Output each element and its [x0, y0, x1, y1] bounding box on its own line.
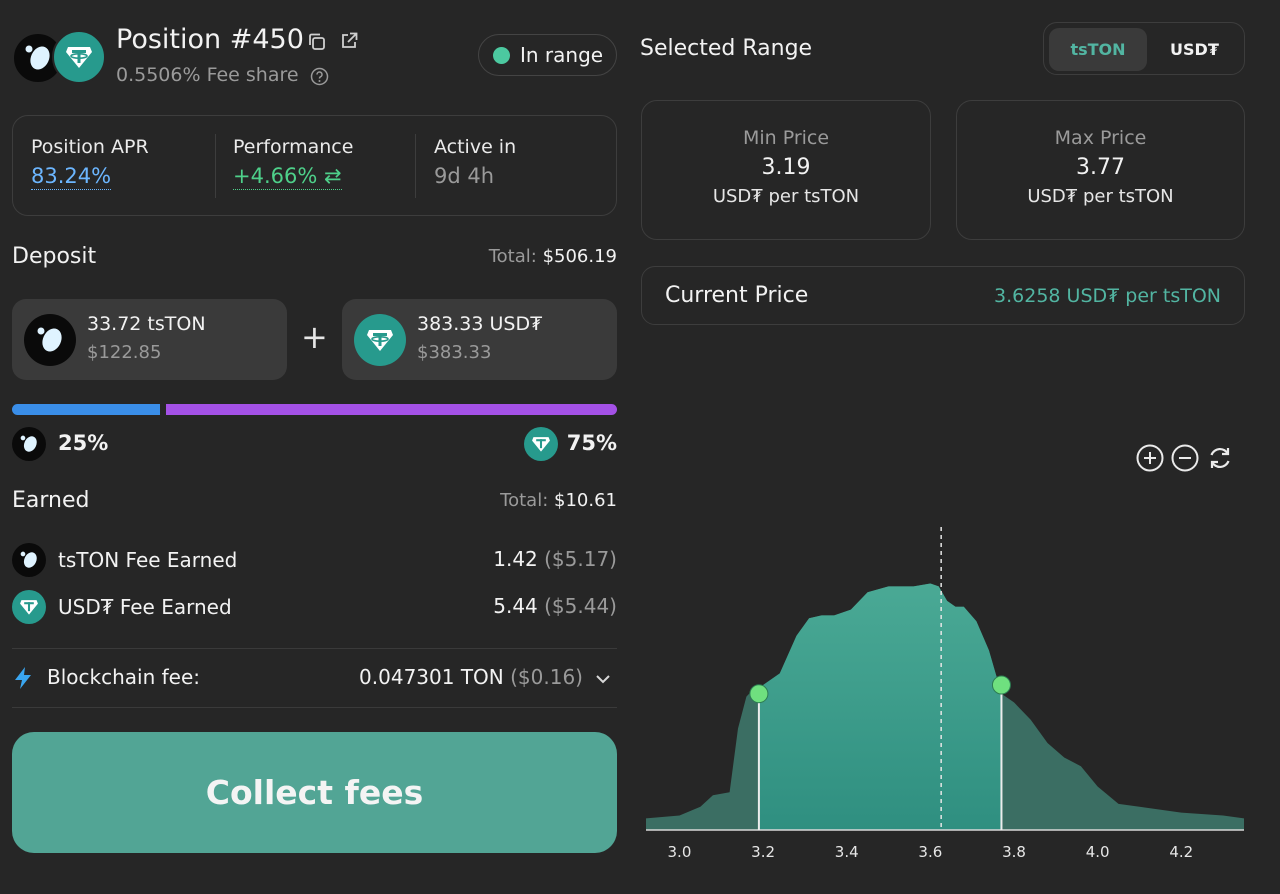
selected-range-title: Selected Range [640, 36, 813, 61]
earned-row-label: tsTON Fee Earned [58, 548, 238, 572]
position-stats-card: Position APR 83.24% Performance +4.66% ⇄… [12, 115, 617, 216]
earned-row-value: 1.42 ($5.17) [493, 547, 617, 571]
stat-label: Active in [434, 136, 517, 158]
fee-amount: 0.047301 TON [359, 665, 504, 689]
chevron-down-icon[interactable] [593, 669, 613, 689]
x-tick-label: 3.8 [1002, 843, 1026, 861]
external-link-icon[interactable] [338, 30, 360, 52]
max-price-label: Max Price [1054, 127, 1147, 149]
deposit-asset-tston: 33.72 tsTON $122.85 [12, 299, 287, 380]
lightning-icon [12, 666, 34, 690]
stat-divider [415, 134, 416, 198]
x-tick-label: 4.2 [1169, 843, 1193, 861]
stat-label: Performance [233, 136, 354, 158]
asset-amount: 33.72 tsTON [87, 313, 206, 335]
x-tick-label: 3.2 [751, 843, 775, 861]
earned-row-label: USD₮ Fee Earned [58, 595, 232, 619]
x-axis-ticks: 3.0 3.2 3.4 3.6 3.8 4.0 4.2 [668, 843, 1194, 861]
usdt-icon [524, 427, 558, 461]
max-price-unit: USD₮ per tsTON [1027, 186, 1174, 207]
max-price-value: 3.77 [1076, 155, 1125, 180]
divider [12, 648, 617, 649]
x-tick-label: 3.4 [835, 843, 859, 861]
status-text: In range [520, 43, 604, 67]
deposit-total-label: Total: [488, 246, 537, 267]
blockchain-fee-label: Blockchain fee: [47, 665, 200, 689]
earned-usd: ($5.17) [544, 547, 617, 571]
usdt-icon [12, 590, 46, 624]
price-unit-toggle: tsTON USD₮ [1043, 22, 1245, 75]
tston-icon [12, 427, 46, 461]
asset-amount: 383.33 USD₮ [417, 313, 543, 335]
plus-sign: + [301, 318, 328, 356]
ratio-bar-tston [12, 404, 160, 415]
earned-amount: 1.42 [493, 547, 538, 571]
ratio-usdt-pct: 75% [566, 431, 617, 455]
tston-icon [24, 314, 76, 366]
max-range-handle[interactable] [991, 675, 1011, 695]
toggle-tston[interactable]: tsTON [1049, 28, 1147, 71]
current-price-card: Current Price 3.6258 USD₮ per tsTON [641, 266, 1245, 325]
stat-performance: Performance +4.66% ⇄ [233, 136, 353, 190]
zoom-out-icon[interactable] [1171, 444, 1199, 472]
position-title: Position #450 [116, 24, 304, 55]
x-tick-label: 4.0 [1086, 843, 1110, 861]
blockchain-fee-value: 0.047301 TON ($0.16) [359, 665, 583, 689]
performance-value[interactable]: +4.66% ⇄ [233, 164, 342, 190]
deposit-asset-usdt: 383.33 USD₮ $383.33 [342, 299, 617, 380]
min-range-handle[interactable] [749, 684, 769, 704]
earned-usd: ($5.44) [544, 594, 617, 618]
tston-icon [12, 543, 46, 577]
reset-icon[interactable] [1206, 444, 1234, 472]
x-tick-label: 3.6 [918, 843, 942, 861]
deposit-total-value: $506.19 [542, 246, 617, 267]
fee-usd: ($0.16) [510, 665, 583, 689]
toggle-usdt[interactable]: USD₮ [1148, 28, 1241, 71]
range-status-badge: In range [478, 34, 617, 76]
collect-fees-button[interactable]: Collect fees [12, 732, 617, 853]
earned-total-label: Total: [500, 490, 549, 511]
zoom-in-icon[interactable] [1136, 444, 1164, 472]
ratio-bar-usdt [166, 404, 617, 415]
liquidity-chart[interactable]: 3.0 3.2 3.4 3.6 3.8 4.0 4.2 [630, 500, 1260, 875]
asset-usd: $383.33 [417, 342, 492, 363]
current-price-label: Current Price [665, 283, 809, 308]
current-price-value: 3.6258 USD₮ per tsTON [994, 285, 1221, 307]
earned-amount: 5.44 [493, 594, 538, 618]
active-value: 9d 4h [434, 164, 495, 188]
usdt-icon [52, 30, 106, 84]
min-price-card: Min Price 3.19 USD₮ per tsTON [641, 100, 931, 240]
stat-divider [215, 134, 216, 198]
ratio-tston-pct: 25% [58, 431, 109, 455]
earned-total-value: $10.61 [554, 490, 617, 511]
position-token-pair [12, 30, 106, 84]
copy-icon[interactable] [306, 31, 328, 53]
earned-title: Earned [12, 488, 90, 513]
blockchain-fee-row[interactable]: Blockchain fee: 0.047301 TON ($0.16) [12, 655, 617, 700]
stat-active: Active in 9d 4h [434, 136, 516, 188]
min-price-value: 3.19 [761, 155, 811, 180]
apr-value[interactable]: 83.24% [31, 164, 112, 190]
deposit-title: Deposit [12, 244, 97, 269]
deposit-ratio-bar [12, 404, 617, 415]
deposit-total: Total: $506.19 [489, 246, 617, 267]
divider [12, 707, 617, 708]
x-tick-label: 3.0 [668, 843, 692, 861]
stat-label: Position APR [31, 136, 149, 158]
min-price-unit: USD₮ per tsTON [712, 186, 860, 207]
min-price-label: Min Price [742, 127, 830, 149]
stat-apr: Position APR 83.24% [31, 136, 149, 190]
asset-usd: $122.85 [87, 342, 162, 363]
fee-share: 0.5506% Fee share [116, 64, 299, 86]
status-dot [493, 46, 510, 64]
help-icon[interactable] [310, 67, 329, 86]
usdt-icon [354, 314, 406, 366]
max-price-card: Max Price 3.77 USD₮ per tsTON [956, 100, 1245, 240]
earned-total: Total: $10.61 [500, 490, 617, 511]
earned-row-value: 5.44 ($5.44) [493, 594, 617, 618]
